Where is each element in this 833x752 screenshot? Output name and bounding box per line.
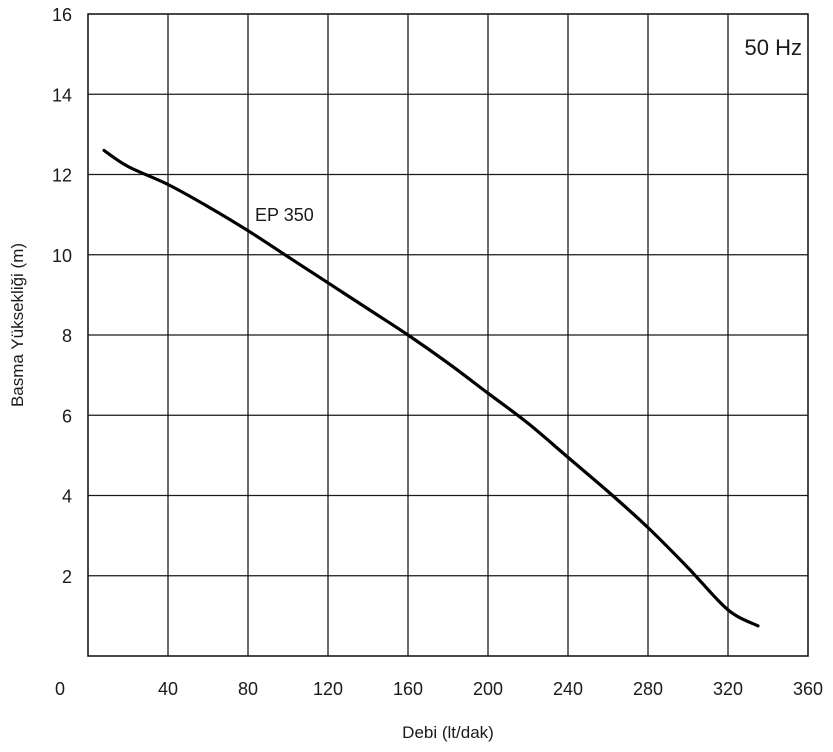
x-axis-title: Debi (lt/dak) <box>402 723 494 742</box>
x-tick-label: 40 <box>158 679 178 699</box>
plot-frame <box>87 13 809 657</box>
x-tick-label: 80 <box>238 679 258 699</box>
x-tick-label: 360 <box>793 679 823 699</box>
y-tick-label: 12 <box>52 166 72 186</box>
series-layer <box>102 148 760 628</box>
y-tick-label: 6 <box>62 406 72 426</box>
y-tick-label: 14 <box>52 85 72 105</box>
y-tick-label: 16 <box>52 5 72 25</box>
grid-lines <box>88 14 808 656</box>
y-tick-label: 10 <box>52 246 72 266</box>
x-tick-label: 280 <box>633 679 663 699</box>
x-tick-label: 0 <box>55 679 65 699</box>
series-line-ep350 <box>102 148 760 628</box>
x-tick-label: 200 <box>473 679 503 699</box>
y-tick-label: 8 <box>62 326 72 346</box>
y-tick-label: 2 <box>62 567 72 587</box>
x-tick-label: 240 <box>553 679 583 699</box>
y-axis-title: Basma Yüksekliği (m) <box>8 243 27 407</box>
series-label-ep350: EP 350 <box>255 205 314 225</box>
frequency-annotation: 50 Hz <box>745 35 802 60</box>
y-tick-label: 4 <box>62 487 72 507</box>
x-tick-label: 120 <box>313 679 343 699</box>
y-tick-labels: 2 4 6 8 10 12 14 16 <box>52 5 72 587</box>
x-tick-labels: 0 40 80 120 160 200 240 280 320 360 <box>55 679 823 699</box>
x-tick-label: 320 <box>713 679 743 699</box>
x-tick-label: 160 <box>393 679 423 699</box>
